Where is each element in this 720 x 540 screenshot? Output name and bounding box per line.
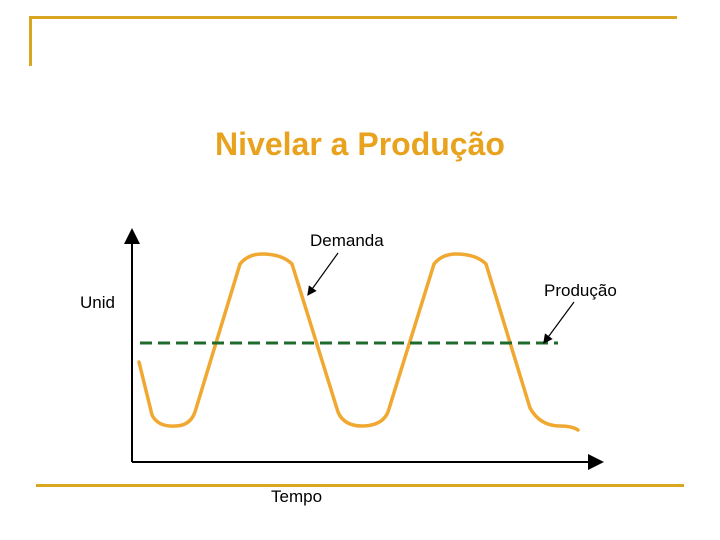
decorative-left-rule xyxy=(29,16,32,66)
demand-callout-arrow xyxy=(307,252,339,296)
y-axis-label: Unid xyxy=(80,293,115,312)
decorative-top-rule xyxy=(29,16,677,19)
demand-label: Demanda xyxy=(310,231,384,250)
slide-title: Nivelar a Produção xyxy=(215,126,505,162)
production-callout-arrow xyxy=(543,301,575,344)
decorative-bottom-rule xyxy=(36,484,684,487)
demand-curve xyxy=(137,252,580,432)
x-axis-label: Tempo xyxy=(271,487,323,506)
production-label: Produção xyxy=(544,281,617,300)
